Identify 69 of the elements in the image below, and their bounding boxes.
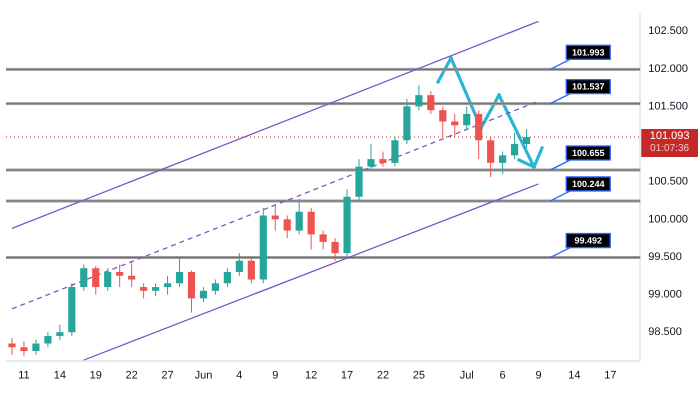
candlestick — [116, 264, 124, 288]
candlestick — [284, 215, 291, 239]
candlestick — [20, 340, 28, 357]
x-tick-label: 9 — [272, 369, 278, 382]
candlestick — [463, 106, 470, 130]
candlestick — [510, 132, 518, 160]
ref-line-label: 101.993 — [572, 47, 605, 58]
candlestick — [451, 113, 458, 138]
candlestick — [32, 339, 40, 356]
x-tick-label: 25 — [412, 369, 425, 382]
candlestick — [415, 84, 422, 111]
y-tick-label: 100.500 — [648, 176, 688, 188]
x-tick-label: 9 — [535, 369, 542, 382]
y-tick-label: 102.500 — [648, 25, 688, 38]
candlestick — [104, 268, 112, 292]
x-tick-label: 22 — [376, 369, 390, 382]
x-tick-label: 14 — [54, 369, 66, 382]
candlestick — [80, 264, 88, 292]
text: 01:07:36 — [650, 142, 690, 154]
candlestick — [224, 268, 231, 288]
y-tick-label: 99.500 — [648, 250, 682, 263]
x-tick-label: 4 — [236, 369, 242, 382]
candlestick — [44, 332, 52, 348]
ref-line-label: 99.492 — [574, 236, 602, 246]
candlestick — [140, 282, 148, 299]
x-tick-label: Jul — [460, 369, 474, 382]
candlestick — [248, 256, 255, 284]
candlestick — [308, 208, 315, 250]
candlestick — [522, 128, 530, 148]
candlestick — [236, 252, 243, 276]
candlestick — [331, 238, 339, 262]
candlestick — [56, 324, 64, 340]
y-tick-label: 98.500 — [648, 326, 682, 338]
x-tick-label: 12 — [305, 369, 318, 382]
candlestick — [176, 256, 184, 288]
candlestick — [8, 338, 16, 356]
x-tick-label: 11 — [18, 369, 30, 382]
candlestick — [499, 151, 506, 175]
candlestick — [487, 136, 494, 178]
ref-line-label: 100.244 — [572, 178, 605, 189]
y-tick-label: 99.000 — [648, 288, 682, 301]
candlestick — [92, 265, 100, 296]
y-tick-label: 102.000 — [648, 62, 688, 75]
x-tick-label: 6 — [500, 369, 506, 382]
y-tick-label: 101.500 — [648, 100, 688, 112]
x-tick-label: 17 — [604, 369, 616, 382]
candlestick — [320, 230, 327, 250]
candlestick — [427, 90, 434, 114]
x-tick-label: 14 — [568, 369, 581, 382]
candlestick — [212, 279, 220, 296]
x-tick-label: 22 — [126, 369, 138, 382]
ref-line-label: 100.655 — [572, 148, 605, 158]
x-tick-label: 19 — [90, 369, 102, 382]
candlestick — [367, 144, 375, 171]
ref-line-label: 101.537 — [572, 82, 605, 92]
x-tick-label: Jun — [194, 369, 212, 382]
candlestick — [296, 198, 303, 235]
candlestick — [200, 286, 208, 303]
x-tick-label: 17 — [340, 369, 354, 382]
candlestick — [391, 136, 399, 168]
y-tick-label: 100.000 — [648, 213, 688, 226]
candlestick — [128, 260, 136, 288]
candlestick — [152, 282, 160, 297]
x-tick-label: 27 — [161, 369, 174, 382]
candlestick — [272, 204, 279, 232]
candlestick — [164, 275, 172, 296]
candlestick — [439, 106, 446, 138]
ref-line-label: 101.093 — [650, 130, 690, 142]
candlestick — [379, 151, 387, 168]
